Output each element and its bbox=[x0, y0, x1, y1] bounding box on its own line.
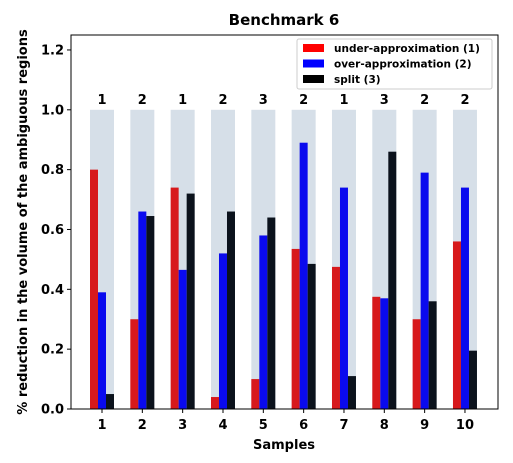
x-tick-label-9: 9 bbox=[420, 418, 429, 433]
x-tick-label-4: 4 bbox=[218, 418, 227, 433]
best-method-label-9: 2 bbox=[420, 93, 429, 108]
legend: under-approximation (1) over-approximatio… bbox=[296, 38, 493, 90]
legend-box bbox=[296, 38, 493, 90]
x-tick-label-6: 6 bbox=[299, 418, 308, 433]
bar-series2-sample-8 bbox=[380, 298, 389, 409]
bar-series1-sample-6 bbox=[291, 248, 300, 409]
bar-series1-sample-7 bbox=[331, 266, 340, 409]
x-tick-label-8: 8 bbox=[380, 418, 389, 433]
y-tick-label: 0.6 bbox=[41, 223, 64, 238]
bar-series2-sample-5 bbox=[259, 235, 268, 409]
best-method-label-3: 1 bbox=[178, 93, 187, 108]
y-tick-label: 0.0 bbox=[41, 403, 64, 418]
x-axis-label: Samples bbox=[253, 438, 315, 453]
bar-series3-sample-9 bbox=[428, 301, 437, 409]
bar-series1-sample-2 bbox=[130, 319, 139, 409]
bar-series2-sample-10 bbox=[460, 187, 469, 409]
best-method-label-2: 2 bbox=[138, 93, 147, 108]
best-method-label-8: 3 bbox=[380, 93, 389, 108]
best-method-label-1: 1 bbox=[97, 93, 106, 108]
bar-series3-sample-8 bbox=[388, 151, 397, 410]
best-method-label-4: 2 bbox=[218, 93, 227, 108]
bar-series1-sample-1 bbox=[90, 169, 98, 409]
x-tick-label-7: 7 bbox=[339, 418, 348, 433]
bar-series1-sample-4 bbox=[210, 397, 219, 409]
plot-frame bbox=[70, 34, 499, 410]
bar-series2-sample-7 bbox=[339, 187, 348, 409]
bar-series2-sample-3 bbox=[178, 269, 187, 409]
y-tick-label: 1.0 bbox=[41, 103, 64, 118]
bar-series3-sample-5 bbox=[267, 217, 276, 409]
legend-swatch-2 bbox=[303, 59, 324, 68]
legend-label-1: under-approximation (1) bbox=[334, 43, 480, 55]
bar-series1-sample-8 bbox=[372, 296, 381, 409]
y-tick-label: 0.2 bbox=[41, 343, 64, 358]
bar-series2-sample-6 bbox=[299, 142, 308, 409]
bar-series3-sample-7 bbox=[347, 376, 356, 409]
y-tick-label: 0.8 bbox=[41, 163, 64, 178]
axes: 1 2 3 4 5 6 7 8 9 10 0.0 0.2 0.4 0.6 0.8 1.0 1.2 bbox=[41, 43, 474, 433]
y-tick-label: 0.4 bbox=[41, 283, 64, 298]
best-method-label-5: 3 bbox=[259, 93, 268, 108]
x-tick-label-3: 3 bbox=[178, 418, 187, 433]
bar-series2-sample-1 bbox=[98, 292, 106, 409]
legend-swatch-3 bbox=[303, 75, 324, 83]
x-tick-label-10: 10 bbox=[456, 418, 474, 433]
bar-series1-sample-5 bbox=[251, 379, 260, 409]
bar-series1-sample-3 bbox=[170, 187, 179, 409]
bar-series3-sample-1 bbox=[106, 394, 114, 409]
bar-series2-sample-9 bbox=[420, 172, 429, 409]
x-tick-label-2: 2 bbox=[138, 418, 147, 433]
bar-series3-sample-10 bbox=[468, 350, 477, 409]
bar-series2-sample-2 bbox=[138, 211, 147, 409]
bar-series3-sample-4 bbox=[226, 211, 235, 409]
plot-area: 1 2 1 2 3 2 1 3 2 2 bbox=[90, 93, 477, 410]
bar-series1-sample-10 bbox=[452, 241, 461, 409]
chart-title: Benchmark 6 bbox=[229, 11, 340, 29]
y-tick-label: 1.2 bbox=[41, 43, 64, 58]
best-method-label-6: 2 bbox=[299, 93, 308, 108]
x-tick-label-5: 5 bbox=[259, 418, 268, 433]
bar-series3-sample-2 bbox=[146, 216, 155, 409]
legend-swatch-1 bbox=[303, 44, 324, 52]
best-method-label-10: 2 bbox=[460, 93, 469, 108]
x-tick-label-1: 1 bbox=[97, 418, 106, 433]
best-method-label-7: 1 bbox=[339, 93, 348, 108]
y-axis-label: % reduction in the volume of the ambiguo… bbox=[16, 29, 31, 415]
bar-series3-sample-3 bbox=[186, 193, 195, 409]
bar-series3-sample-6 bbox=[307, 263, 316, 409]
legend-label-2: over-approximation (2) bbox=[334, 59, 472, 71]
bar-series2-sample-4 bbox=[218, 253, 227, 409]
bar-series1-sample-9 bbox=[412, 319, 421, 409]
legend-label-3: split (3) bbox=[334, 74, 381, 86]
